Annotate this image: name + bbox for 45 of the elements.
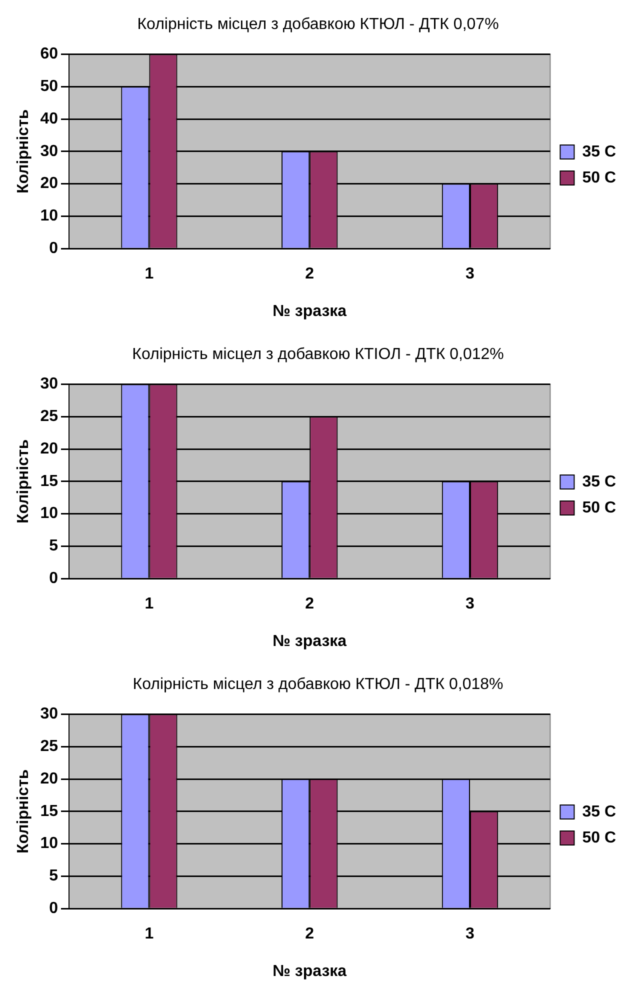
legend-label: 50 C <box>582 829 616 846</box>
y-tick-label: 0 <box>49 240 58 258</box>
y-tick-label: 60 <box>40 46 58 63</box>
y-tick-label: 30 <box>40 142 58 160</box>
y-tick-label: 20 <box>40 770 58 788</box>
x-tick-label: 2 <box>305 926 314 943</box>
x-tick-label: 3 <box>466 926 475 943</box>
x-axis-title: № зразка <box>272 302 347 320</box>
y-tick-label: 5 <box>49 868 58 885</box>
x-tick-label: 1 <box>144 596 154 613</box>
x-tick-label: 3 <box>466 596 475 613</box>
legend-label: 35 C <box>582 473 616 490</box>
legend-label: 35 C <box>582 143 616 160</box>
legend-label: 50 C <box>582 169 616 186</box>
x-tick-label: 2 <box>305 266 314 283</box>
y-tick-label: 20 <box>40 175 58 192</box>
x-axis-title: № зразка <box>272 962 347 980</box>
y-tick-label: 30 <box>40 706 58 723</box>
y-tick-label: 10 <box>40 208 58 225</box>
x-tick-label: 1 <box>144 266 154 283</box>
y-axis-title: Колірність <box>15 109 32 194</box>
legend-label: 50 C <box>582 499 616 516</box>
x-axis-title: № зразка <box>272 632 347 650</box>
y-tick-label: 25 <box>40 738 58 756</box>
x-tick-label: 1 <box>144 926 154 943</box>
chart-title: Колірність місцел з добавкою КТЮЛ - ДТК 0,018% <box>132 676 504 694</box>
y-tick-label: 0 <box>49 900 58 918</box>
y-axis-title: Колірність <box>15 439 32 524</box>
y-tick-label: 5 <box>49 538 58 555</box>
y-tick-label: 50 <box>40 78 58 96</box>
x-tick-label: 2 <box>305 596 314 613</box>
y-tick-label: 15 <box>40 802 58 820</box>
y-axis-title: Колірність <box>15 769 32 854</box>
y-tick-label: 0 <box>49 570 58 588</box>
x-tick-label: 3 <box>466 266 475 283</box>
y-tick-label: 20 <box>40 440 58 458</box>
chart-title: Колірність місцел з добавкою КТЮЛ - ДТК 0,07% <box>137 16 499 34</box>
y-tick-label: 30 <box>40 376 58 393</box>
legend-label: 35 C <box>582 803 616 820</box>
y-tick-label: 10 <box>40 505 58 522</box>
y-tick-label: 15 <box>40 472 58 490</box>
chart-title: Колірність місцел з добавкою КТІОЛ - ДТК 0,012% <box>132 346 504 364</box>
y-tick-label: 40 <box>40 110 58 128</box>
y-tick-label: 25 <box>40 408 58 426</box>
y-tick-label: 10 <box>40 835 58 852</box>
